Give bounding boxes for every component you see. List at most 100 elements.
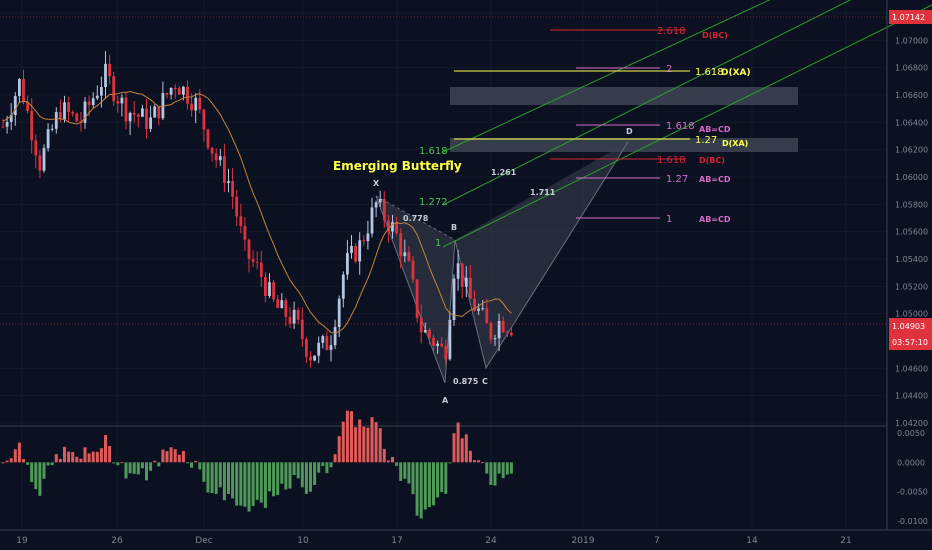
histogram-bar (440, 462, 444, 493)
candle-body (194, 97, 198, 111)
histogram-bar (112, 462, 116, 464)
time-axis-label: 19 (16, 536, 28, 546)
candle-body (489, 323, 493, 340)
histogram-bar (255, 462, 259, 500)
histogram-bar (206, 462, 210, 493)
oscillator-axis-label: -0.0050 (897, 488, 928, 497)
candle-body (100, 87, 103, 96)
label-127ab-tag: AB=CD (699, 175, 731, 184)
candle-body (452, 278, 456, 320)
candle-body (362, 240, 366, 242)
candle-body (120, 97, 124, 104)
price-axis[interactable]: 1.072001.070001.068001.066001.064001.062… (895, 9, 928, 428)
histogram-bar (263, 462, 267, 508)
candle-body (485, 308, 489, 324)
histogram-bar (317, 462, 321, 473)
label-green-1: 1 (435, 238, 441, 249)
histogram-bar (79, 458, 83, 463)
candle-body (227, 181, 230, 183)
candle-body (149, 117, 152, 129)
candle-body (333, 327, 337, 346)
histogram-bar (140, 462, 144, 469)
histogram-bar (268, 462, 271, 492)
candle-body (288, 317, 292, 324)
label-green-1272: 1.272 (419, 197, 448, 208)
candle-body (104, 63, 107, 88)
candle-body (87, 101, 91, 106)
histogram-bar (17, 442, 21, 463)
candle-body (423, 329, 427, 333)
histogram-bar (99, 448, 103, 463)
price-axis-label: 1.04400 (895, 392, 928, 401)
label-2-value: 2 (666, 64, 672, 75)
candle-body (268, 282, 271, 296)
candle-body (436, 343, 439, 346)
candle-body (116, 101, 120, 104)
histogram-bar (427, 462, 431, 508)
candle-body (296, 309, 300, 320)
histogram-bar (161, 449, 165, 463)
candle-body (395, 222, 398, 234)
candle-body (464, 277, 468, 287)
histogram-bar (452, 433, 456, 463)
time-axis[interactable]: 19 26 Dec 10 17 24 2019 7 14 21 (16, 536, 851, 546)
candle-body (231, 181, 234, 197)
label-1618xa-value: 1.618 (695, 67, 724, 78)
candle-body (505, 332, 509, 334)
histogram-bar (403, 462, 407, 479)
price-axis-label: 1.05400 (895, 255, 928, 264)
candle-body (145, 108, 148, 129)
histogram-bar (132, 462, 136, 474)
histogram-bar (415, 462, 419, 516)
histogram-bar (58, 458, 62, 463)
ratio-bd2-label: 1.711 (530, 188, 556, 197)
candle-body (153, 106, 157, 118)
candle-body (382, 199, 386, 221)
label-2618-tag: D(BC) (702, 31, 728, 40)
candle-body (428, 329, 431, 338)
candle-body (391, 222, 394, 232)
histogram-bar (231, 462, 235, 499)
candle-body (432, 337, 435, 346)
time-axis-label: 21 (840, 536, 851, 546)
channel-line-1 (442, 4, 932, 248)
histogram-bar (309, 462, 312, 492)
histogram-bar (489, 462, 493, 485)
price-axis-label: 1.06600 (895, 91, 928, 100)
candle-body (305, 339, 308, 357)
candle-body (198, 97, 202, 110)
candle-body (456, 263, 460, 279)
countdown-text: 03:57:10 (892, 338, 928, 347)
candle-body (350, 245, 353, 254)
candle-body (354, 245, 357, 262)
label-127xa-tag: D(XA) (722, 139, 748, 148)
candle-body (284, 300, 288, 318)
channel-line-1272 (442, 0, 852, 206)
target-zone-upper (450, 87, 798, 105)
candle-body (448, 319, 452, 360)
histogram-bar (460, 438, 464, 463)
histogram-bar (501, 462, 505, 479)
histogram-bar (407, 462, 411, 484)
histogram-bar (22, 459, 25, 463)
time-axis-label: 26 (111, 536, 123, 546)
histogram-bar (104, 435, 107, 463)
histogram-bar (247, 462, 251, 512)
histogram-bar (95, 451, 99, 463)
candle-body (460, 263, 464, 287)
histogram-bar (71, 452, 75, 463)
fib-channel (442, 0, 932, 248)
histogram-bar (292, 462, 296, 476)
candle-body (165, 93, 169, 95)
candle-body (30, 111, 34, 141)
histogram-bar (165, 451, 169, 463)
histogram-bar (423, 462, 427, 510)
candle-body (124, 97, 128, 122)
candle-body (38, 155, 42, 171)
candles (1, 51, 513, 368)
point-x-label: X (373, 179, 380, 188)
label-1618bc-value: 1.618 (657, 155, 686, 166)
histogram-bar (83, 447, 87, 463)
histogram-bar (13, 449, 17, 463)
